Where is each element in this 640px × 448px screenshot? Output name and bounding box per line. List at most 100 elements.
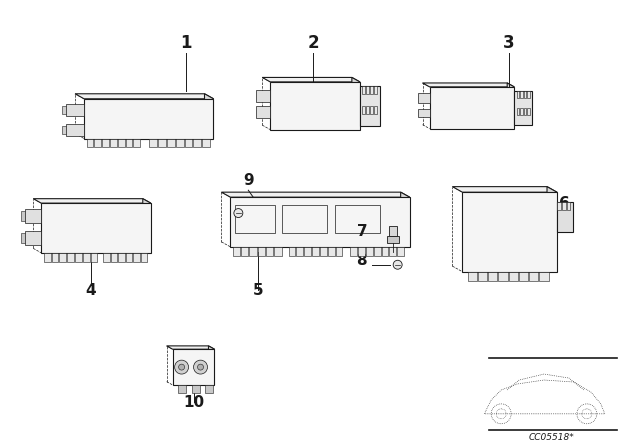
Bar [557, 202, 573, 232]
Bar [158, 138, 166, 147]
Bar [21, 211, 26, 221]
Bar [184, 138, 193, 147]
Bar [478, 271, 487, 280]
Text: 6: 6 [559, 196, 570, 211]
Polygon shape [41, 203, 151, 253]
Bar [540, 271, 548, 280]
Text: 3: 3 [504, 34, 515, 52]
Bar [366, 106, 369, 114]
Bar [524, 108, 526, 115]
Bar [60, 253, 66, 262]
Bar [417, 109, 429, 116]
Bar [275, 247, 282, 256]
Circle shape [175, 360, 189, 374]
Bar [388, 226, 397, 236]
Bar [387, 236, 399, 243]
Bar [258, 247, 265, 256]
Bar [366, 86, 369, 94]
Bar [468, 271, 477, 280]
Bar [520, 108, 523, 115]
Bar [191, 385, 200, 393]
Polygon shape [166, 346, 214, 349]
Bar [66, 124, 84, 136]
Bar [178, 385, 186, 393]
Polygon shape [452, 187, 557, 192]
Polygon shape [143, 198, 151, 253]
Circle shape [179, 364, 184, 370]
Bar [62, 125, 66, 134]
Polygon shape [547, 187, 557, 271]
Polygon shape [422, 83, 514, 87]
Bar [256, 106, 270, 118]
Bar [527, 108, 529, 115]
Bar [176, 138, 184, 147]
Bar [167, 138, 175, 147]
Bar [110, 138, 117, 147]
Bar [304, 247, 311, 256]
Polygon shape [84, 99, 214, 138]
Text: 8: 8 [356, 253, 367, 268]
Bar [374, 86, 377, 94]
Text: 1: 1 [180, 34, 191, 52]
Bar [104, 253, 110, 262]
Bar [509, 271, 518, 280]
Bar [514, 91, 532, 125]
Bar [44, 253, 51, 262]
Bar [567, 202, 570, 210]
Bar [233, 247, 240, 256]
Text: 10: 10 [183, 395, 204, 410]
Bar [381, 247, 388, 256]
Bar [94, 138, 101, 147]
Polygon shape [205, 94, 214, 138]
Bar [358, 247, 365, 256]
Bar [335, 247, 342, 256]
Bar [102, 138, 109, 147]
Bar [562, 202, 566, 210]
Bar [83, 253, 90, 262]
Bar [362, 86, 365, 94]
Bar [374, 247, 381, 256]
Bar [328, 247, 335, 256]
Polygon shape [507, 83, 514, 129]
Bar [350, 247, 357, 256]
Circle shape [198, 364, 204, 370]
Bar [312, 247, 319, 256]
Bar [125, 138, 132, 147]
Bar [134, 138, 140, 147]
Text: CC05518*: CC05518* [529, 433, 575, 442]
Bar [524, 91, 526, 98]
Bar [149, 138, 157, 147]
Circle shape [193, 360, 207, 374]
Text: 4: 4 [86, 283, 96, 297]
Bar [516, 91, 519, 98]
Bar [296, 247, 303, 256]
Polygon shape [429, 87, 514, 129]
Bar [519, 271, 528, 280]
Bar [397, 247, 404, 256]
Polygon shape [33, 198, 151, 203]
Polygon shape [352, 78, 360, 129]
Bar [52, 253, 58, 262]
Bar [250, 247, 257, 256]
Bar [516, 108, 519, 115]
Bar [91, 253, 97, 262]
Bar [236, 205, 275, 233]
Polygon shape [230, 197, 410, 247]
Bar [366, 247, 373, 256]
Bar [26, 209, 41, 223]
Bar [241, 247, 248, 256]
Circle shape [393, 260, 402, 269]
Bar [126, 253, 132, 262]
Polygon shape [75, 94, 214, 99]
Polygon shape [270, 82, 360, 129]
Bar [527, 91, 529, 98]
Bar [557, 202, 561, 210]
Bar [282, 205, 327, 233]
Bar [362, 106, 365, 114]
Bar [111, 253, 117, 262]
Bar [390, 247, 396, 256]
Bar [193, 138, 201, 147]
Text: 5: 5 [253, 283, 264, 297]
Bar [488, 271, 497, 280]
Bar [205, 385, 214, 393]
